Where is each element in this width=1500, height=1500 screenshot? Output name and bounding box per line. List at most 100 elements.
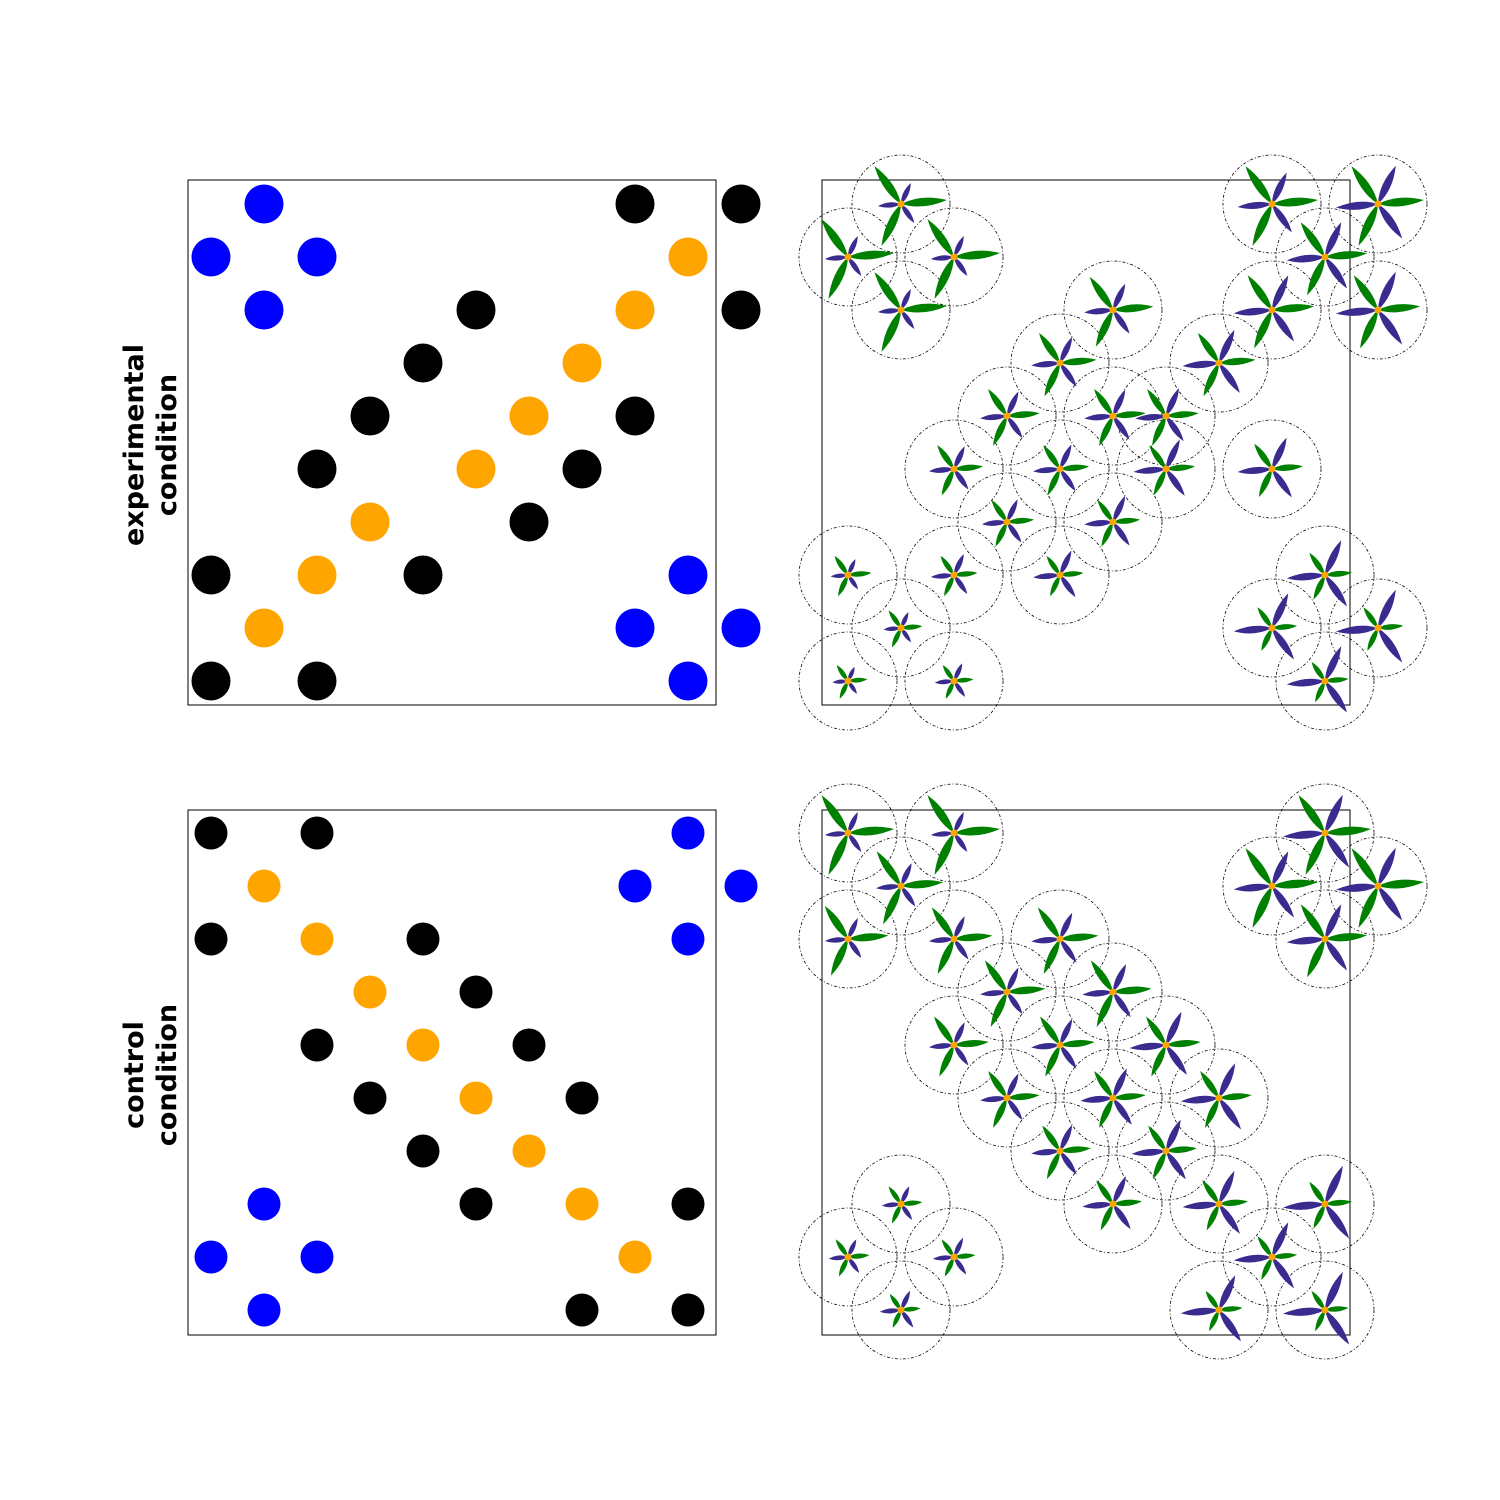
leaf [1147, 389, 1166, 416]
leaf [1378, 304, 1421, 313]
leaf [988, 389, 1007, 416]
petal [1237, 201, 1272, 210]
petal [848, 575, 859, 590]
petal [1031, 937, 1060, 944]
dot-black [194, 922, 228, 956]
leaf [901, 1306, 921, 1312]
leaf [1219, 1306, 1243, 1312]
leaf [1166, 411, 1199, 419]
dot-blue [244, 290, 284, 330]
flower-outline-circle [1222, 1207, 1322, 1307]
petal [900, 288, 911, 310]
leaf [1046, 1151, 1060, 1180]
dot-black [403, 343, 443, 383]
petal [1378, 847, 1396, 886]
leaf [1325, 933, 1368, 942]
leaf [1042, 1125, 1060, 1151]
leaf [874, 166, 901, 204]
leaf [1197, 332, 1219, 363]
flower-center [1109, 518, 1117, 526]
dot-black [565, 1293, 599, 1327]
leaf [1089, 276, 1113, 310]
petal [1286, 254, 1325, 263]
petal [1129, 1042, 1166, 1051]
dot-blue [724, 869, 758, 903]
leaf [1007, 517, 1035, 524]
dot-black [671, 1293, 705, 1327]
petal [980, 990, 1007, 997]
dot-orange [509, 396, 549, 436]
leaf [1315, 1310, 1326, 1332]
experimental-flower-panel [798, 154, 1428, 731]
flower [1237, 437, 1303, 498]
petal [930, 831, 954, 837]
leaf [934, 1016, 954, 1045]
leaf [1095, 310, 1113, 347]
leaf [1007, 411, 1040, 419]
petal [1378, 628, 1403, 663]
leaf [830, 939, 848, 976]
leaf [1325, 1306, 1349, 1312]
leaf [937, 445, 954, 469]
petal [1180, 1307, 1219, 1316]
flower-outline-circle [1010, 313, 1110, 413]
flower [934, 663, 974, 699]
leaf [1113, 411, 1146, 419]
flower-outline-circle [1010, 995, 1110, 1095]
petal [1282, 1307, 1325, 1316]
leaf [1060, 357, 1097, 366]
petal [1325, 904, 1342, 939]
flower-outline-circle [798, 1207, 898, 1307]
flower [1282, 1271, 1350, 1345]
flower [927, 795, 1001, 875]
dot-blue [297, 237, 337, 277]
leaf [848, 250, 895, 260]
flower [879, 1290, 921, 1328]
flower [980, 1071, 1040, 1128]
flower-center [844, 829, 852, 837]
petal [1007, 522, 1022, 543]
flower-outline-circle [1328, 260, 1428, 360]
flower-center [844, 935, 852, 943]
petal [847, 917, 858, 939]
flower [883, 610, 923, 648]
petal [1378, 886, 1403, 921]
leaf [1261, 1257, 1273, 1280]
flower-outline-circle [1063, 260, 1163, 360]
petal [1007, 992, 1023, 1015]
leaf [1309, 552, 1325, 575]
dot-black [721, 290, 761, 330]
leaf [1205, 1098, 1219, 1128]
leaf [881, 310, 901, 352]
flower [1286, 540, 1353, 607]
leaf [1315, 681, 1326, 703]
leaf [1047, 469, 1060, 496]
flower-outline-circle [1222, 419, 1322, 519]
leaf [1298, 795, 1325, 833]
petal [954, 1257, 967, 1275]
leaf [988, 1071, 1007, 1098]
petal [953, 916, 965, 939]
flower-outline-circle [957, 1048, 1057, 1148]
petal [1031, 361, 1060, 368]
flower-center [1268, 465, 1276, 473]
flower-outline-circle [1275, 525, 1375, 625]
flower-center [1321, 1306, 1329, 1314]
leaf [1252, 886, 1272, 928]
flower [1031, 1124, 1091, 1180]
petal [1272, 1222, 1289, 1257]
leaf [1309, 1181, 1325, 1204]
flower-center [844, 1253, 852, 1261]
petal [848, 833, 862, 853]
flower-center [1374, 306, 1382, 314]
flower-outline-circle [1328, 154, 1428, 254]
flower-center [1162, 465, 1170, 473]
flower-outline-circle [1222, 578, 1322, 678]
petal [901, 204, 915, 224]
flower-center [1215, 1200, 1223, 1208]
petal [832, 679, 848, 684]
petal [1272, 469, 1292, 498]
flower-center [950, 829, 958, 837]
leaf [1152, 1151, 1166, 1180]
